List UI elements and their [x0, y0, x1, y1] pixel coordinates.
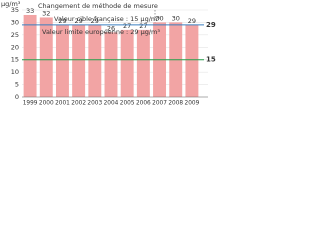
value-label: 26: [107, 24, 115, 32]
value-label: 33: [26, 7, 34, 15]
reference-name: Valeur cible française : 15 µg/m³: [54, 15, 160, 23]
x-tick-label: 2006: [136, 101, 151, 107]
value-label: 30: [155, 14, 163, 22]
bar: [185, 24, 199, 98]
bar: [23, 14, 37, 98]
reference-value: 29: [206, 21, 216, 29]
chart: µg/m³ Changement de méthode de mesure 0 5…: [1, 0, 216, 107]
y-tick-label: 15: [11, 56, 19, 64]
y-tick-label: 30: [11, 18, 19, 26]
value-label: 27: [139, 22, 147, 30]
value-label: 29: [91, 17, 99, 25]
x-tick-label: 2005: [120, 101, 135, 107]
unit-label: µg/m³: [1, 0, 21, 8]
value-label: 30: [172, 14, 180, 22]
bar: [120, 29, 134, 98]
y-tick-label: 5: [15, 81, 19, 89]
y-tick-label: 25: [11, 31, 19, 39]
reference-name: Valeur limite européenne : 29 µg/m³: [42, 28, 160, 36]
reference-value: 15: [206, 56, 216, 64]
y-tick-label: 10: [11, 68, 19, 76]
bar: [136, 29, 150, 98]
annotation: Changement de méthode de mesure: [38, 2, 158, 10]
bar: [104, 32, 118, 97]
value-label: 29: [188, 17, 196, 25]
x-tick-label: 2000: [39, 101, 54, 107]
y-tick-label: 20: [11, 43, 19, 51]
y-tick-label: 0: [15, 93, 19, 101]
bar: [39, 17, 53, 98]
x-tick-label: 2002: [71, 101, 86, 107]
bar: [55, 24, 69, 98]
value-label: 32: [42, 9, 50, 17]
value-label: 29: [58, 17, 66, 25]
x-tick-label: 2009: [185, 101, 200, 107]
x-tick-label: 2004: [104, 101, 119, 107]
bar: [72, 24, 86, 98]
x-tick-label: 2001: [55, 101, 70, 107]
x-tick-label: 2003: [87, 101, 102, 107]
x-tick-label: 1999: [23, 101, 38, 107]
value-label: 27: [123, 22, 131, 30]
x-tick-label: 2008: [168, 101, 183, 107]
x-tick-label: 2007: [152, 101, 167, 107]
value-label: 29: [74, 17, 82, 25]
y-tick-label: 35: [11, 6, 19, 14]
bar: [88, 24, 102, 98]
